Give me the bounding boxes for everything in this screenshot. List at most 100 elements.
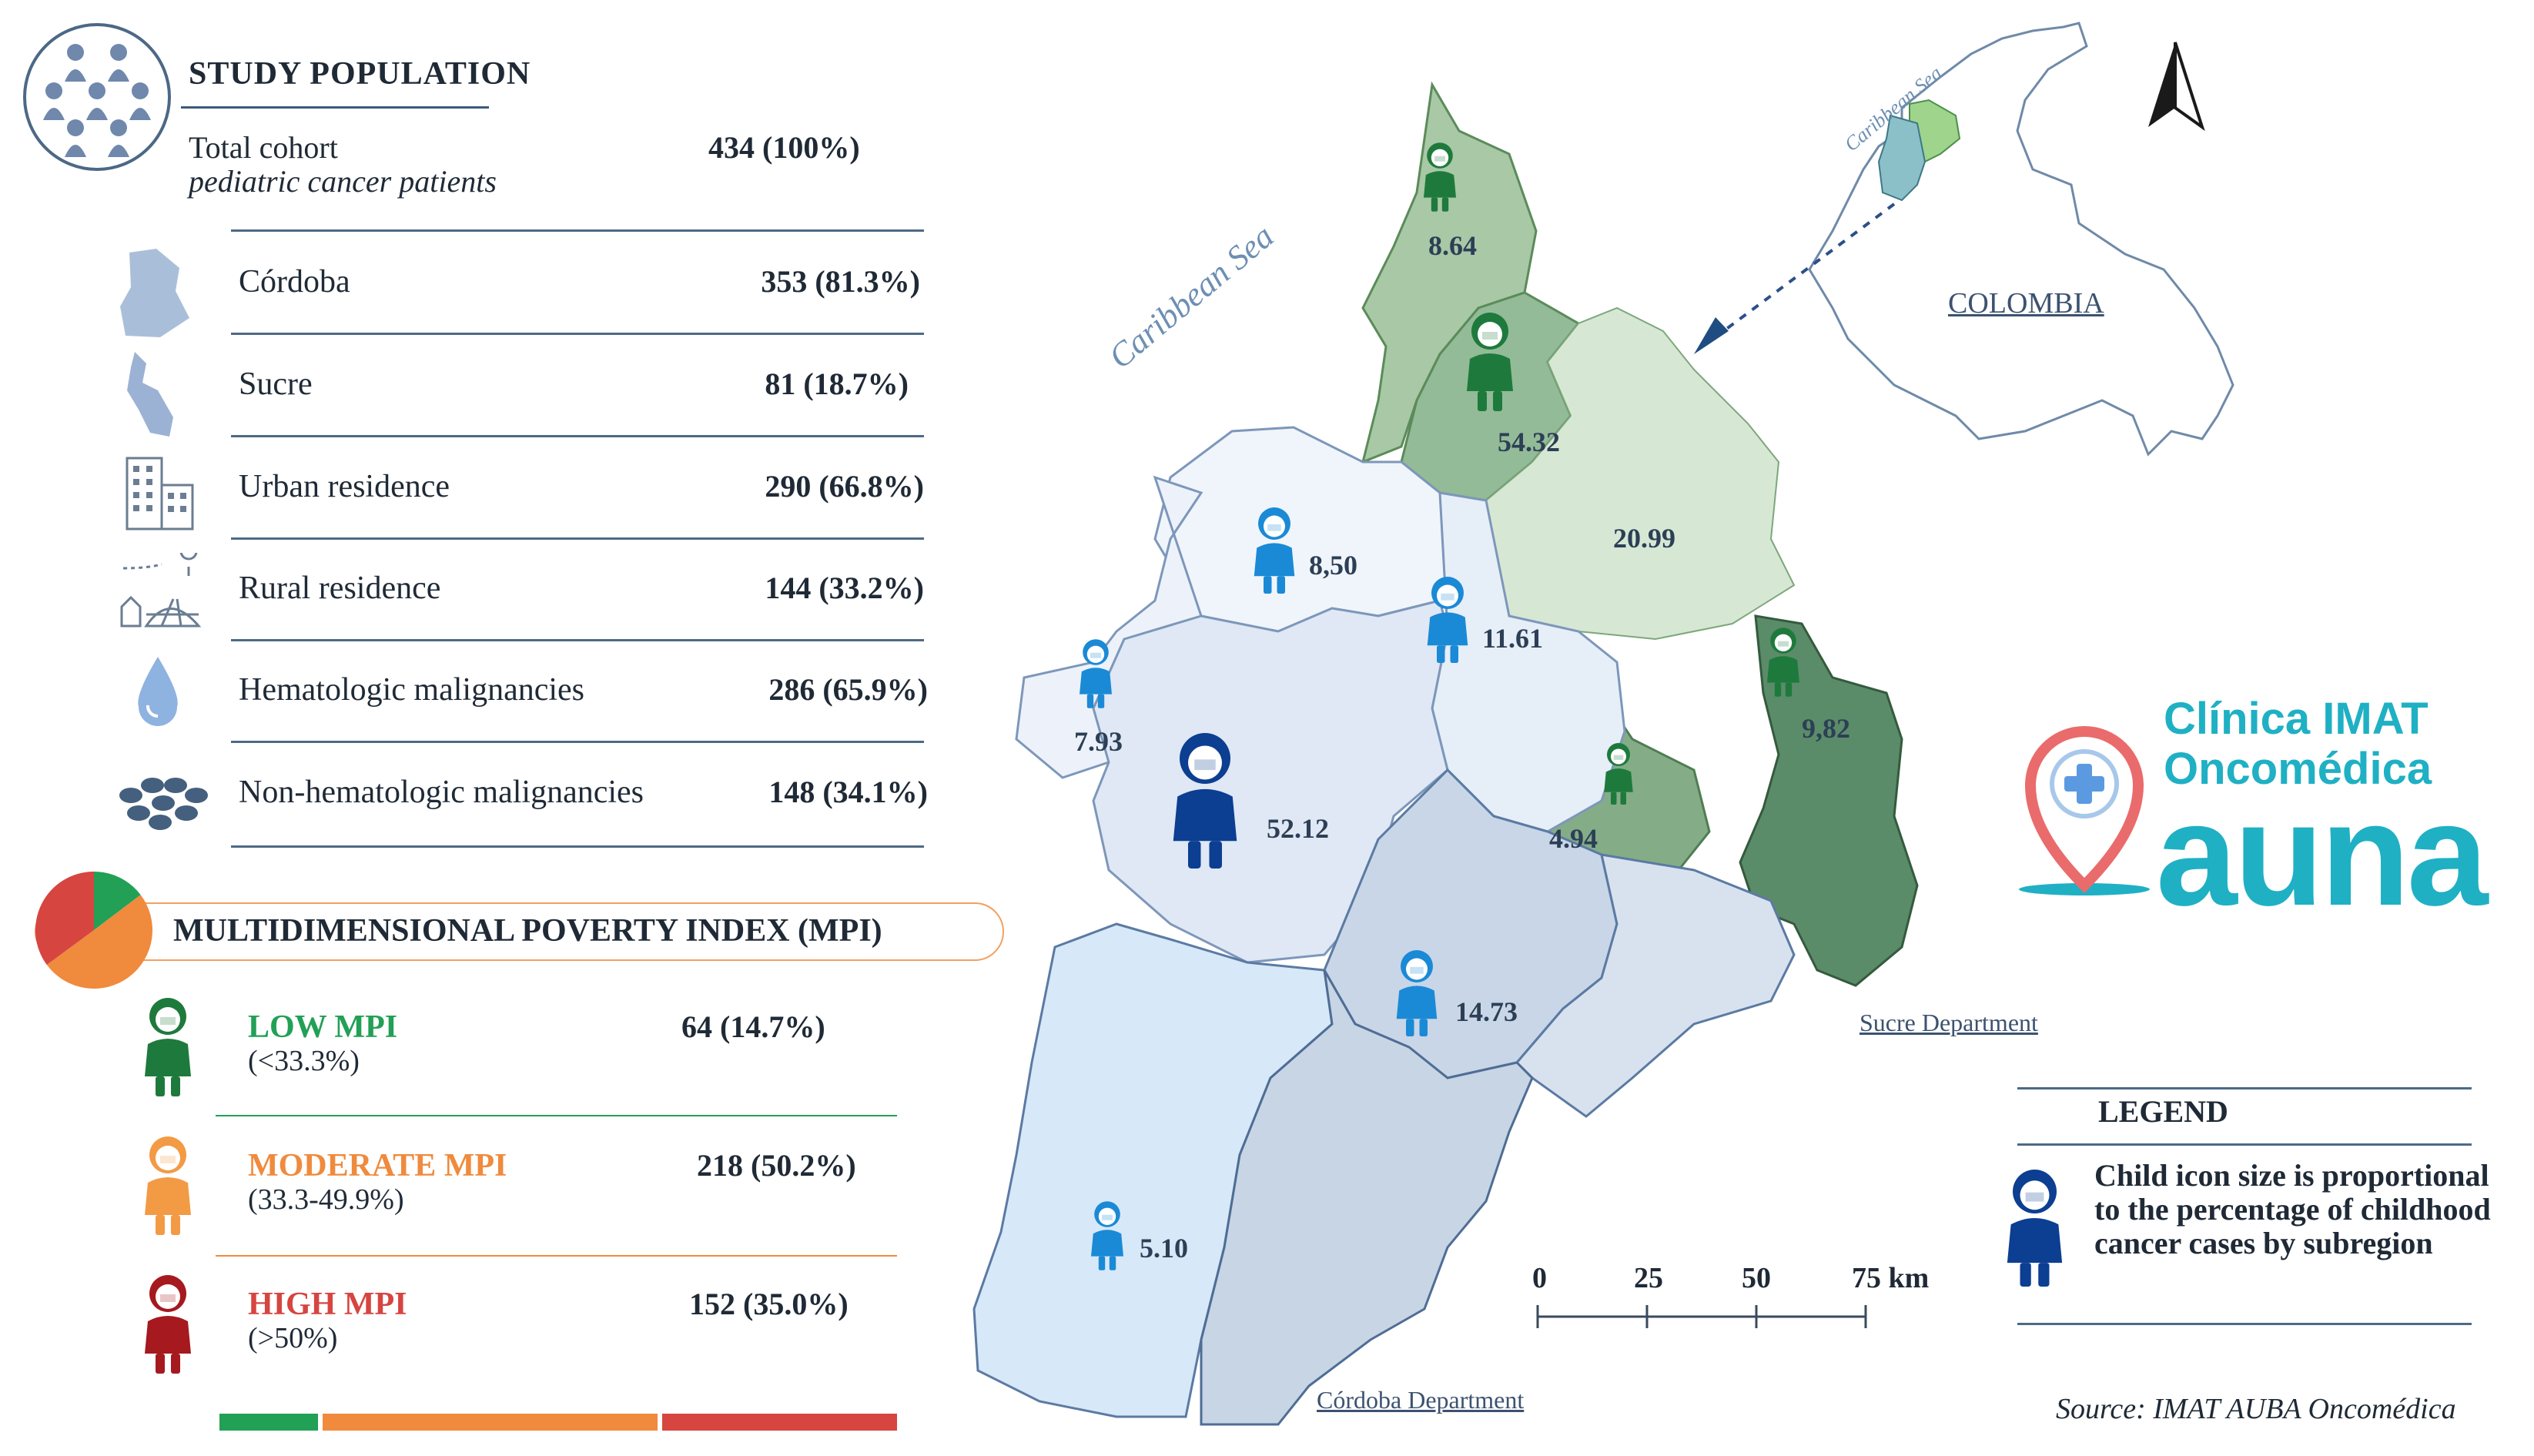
mpi-level-moderate: MODERATE MPI (33.3-49.9%) 218 (50.2%) <box>131 1132 901 1247</box>
legend-rule-top <box>2017 1087 2472 1089</box>
cohort-sublabel: pediatric cancer patients <box>189 164 497 199</box>
cordoba-subregion-medio-sinu <box>1092 599 1449 964</box>
mpi-proportion-bar <box>219 1414 897 1431</box>
row-value: 290 (66.8%) <box>765 469 924 504</box>
row-divider <box>231 229 924 232</box>
cordoba-department-label: Córdoba Department <box>1317 1386 1525 1414</box>
child-icon <box>145 1136 191 1235</box>
child-icon <box>145 998 191 1096</box>
cohort-label: Total cohort <box>189 130 338 165</box>
mpi-level-high: HIGH MPI (>50%) 152 (35.0%) <box>131 1270 901 1386</box>
subregion-value: 20.99 <box>1613 523 1675 554</box>
mpi-bar-segment <box>322 1414 658 1431</box>
mpi-level-range: (>50%) <box>248 1322 338 1354</box>
row-divider <box>231 333 924 335</box>
row-divider <box>231 845 924 848</box>
row-label: Hematologic malignancies <box>239 672 585 708</box>
brand-name-line2: Oncomédica <box>2164 744 2432 794</box>
mpi-level-value: 64 (14.7%) <box>681 1009 825 1044</box>
row-value: 286 (65.9%) <box>768 672 928 707</box>
subregion-value: 54.32 <box>1498 427 1560 457</box>
sucre-subregion-sanjorge-mojana <box>1739 614 1919 987</box>
child-icon <box>1173 733 1237 869</box>
mpi-title: MULTIDIMENSIONAL POVERTY INDEX (MPI) <box>173 913 882 949</box>
cohort-value: 434 (100%) <box>708 130 860 165</box>
title-underline <box>181 106 489 109</box>
child-icon <box>1080 639 1112 708</box>
legend-rule-bottom <box>2017 1323 2472 1325</box>
child-icon <box>2007 1170 2063 1287</box>
mpi-level-value: 218 (50.2%) <box>697 1148 856 1183</box>
subregion-value: 11.61 <box>1482 623 1544 654</box>
mpi-level-value: 152 (35.0%) <box>689 1287 849 1321</box>
pie-slice <box>35 872 94 966</box>
locator-arrow <box>1712 203 1896 340</box>
north-arrow-icon <box>2148 42 2205 132</box>
blood-drop-icon <box>138 657 178 726</box>
rural-icon <box>120 553 202 628</box>
child-icon <box>1467 313 1513 411</box>
legend-rule-mid <box>2017 1143 2472 1146</box>
child-icon <box>1427 577 1468 663</box>
mpi-bar-segment <box>662 1414 897 1431</box>
mpi-bar-segment <box>219 1414 318 1431</box>
legend-text: Child icon size is proportional to the p… <box>2094 1158 2491 1260</box>
scale-tick-label: 50 <box>1742 1262 1771 1294</box>
brand-wordmark: auna <box>2156 773 2488 936</box>
row-value: 144 (33.2%) <box>765 571 924 605</box>
row-divider <box>231 537 924 540</box>
subregion-value: 8.64 <box>1428 230 1477 261</box>
row-divider <box>231 435 924 437</box>
legend-title: LEGEND <box>2098 1094 2228 1129</box>
cells-icon <box>119 778 208 830</box>
row-value: 148 (34.1%) <box>768 775 928 809</box>
pie-slice <box>46 895 152 989</box>
child-icon <box>1254 507 1295 594</box>
mpi-level-range: (33.3-49.9%) <box>248 1183 404 1216</box>
study-population-title: STUDY POPULATION <box>189 56 531 92</box>
subregion-value: 9,82 <box>1802 713 1850 744</box>
population-group-icon <box>23 23 171 171</box>
child-icon <box>1424 142 1456 212</box>
pie-slice <box>94 872 141 930</box>
row-value: 353 (81.3%) <box>761 264 920 299</box>
row-value: 81 (18.7%) <box>765 367 909 401</box>
colombia-label: COLOMBIA <box>1948 287 2104 320</box>
sucre-subregion-morrosquillo <box>1361 81 1538 464</box>
colombia-outline <box>1808 22 2234 457</box>
mpi-level-name: HIGH MPI <box>248 1287 407 1322</box>
child-icon <box>1091 1201 1123 1270</box>
mpi-divider <box>216 1255 897 1257</box>
row-label: Rural residence <box>239 571 441 606</box>
scale-tick-label: 0 <box>1532 1262 1547 1294</box>
mpi-pie-chart <box>35 872 152 989</box>
sucre-map-icon <box>127 352 173 437</box>
cordoba-subregion-alto-san-jorge <box>1200 969 1534 1426</box>
child-icon <box>1604 743 1633 805</box>
brand-name-line1: Clínica IMAT <box>2164 694 2429 744</box>
building-icon <box>126 457 194 531</box>
child-icon <box>145 1275 191 1374</box>
row-label: Urban residence <box>239 469 450 504</box>
scale-tick-label: 25 <box>1634 1262 1663 1294</box>
sucre-department-label: Sucre Department <box>1859 1009 2038 1036</box>
row-divider <box>231 741 924 743</box>
mpi-divider <box>216 1115 897 1116</box>
mpi-level-name: LOW MPI <box>248 1009 398 1045</box>
row-label: Sucre <box>239 367 313 402</box>
mpi-level-range: (<33.3%) <box>248 1045 360 1077</box>
subregion-value: 5.10 <box>1140 1233 1188 1264</box>
cordoba-map-icon <box>120 249 189 337</box>
subregion-value: 7.93 <box>1074 726 1123 757</box>
scale-bar <box>1536 1305 1867 1328</box>
subregion-value: 14.73 <box>1455 996 1518 1027</box>
mpi-level-name: MODERATE MPI <box>248 1148 507 1183</box>
row-label: Córdoba <box>239 264 350 300</box>
colombia-cordoba-highlight <box>1877 114 1926 202</box>
subregion-value: 8,50 <box>1309 550 1357 581</box>
locator-arrowhead <box>1694 317 1729 354</box>
child-icon <box>1767 628 1799 697</box>
row-divider <box>231 639 924 641</box>
cordoba-subregion-san-jorge <box>1515 853 1796 1118</box>
